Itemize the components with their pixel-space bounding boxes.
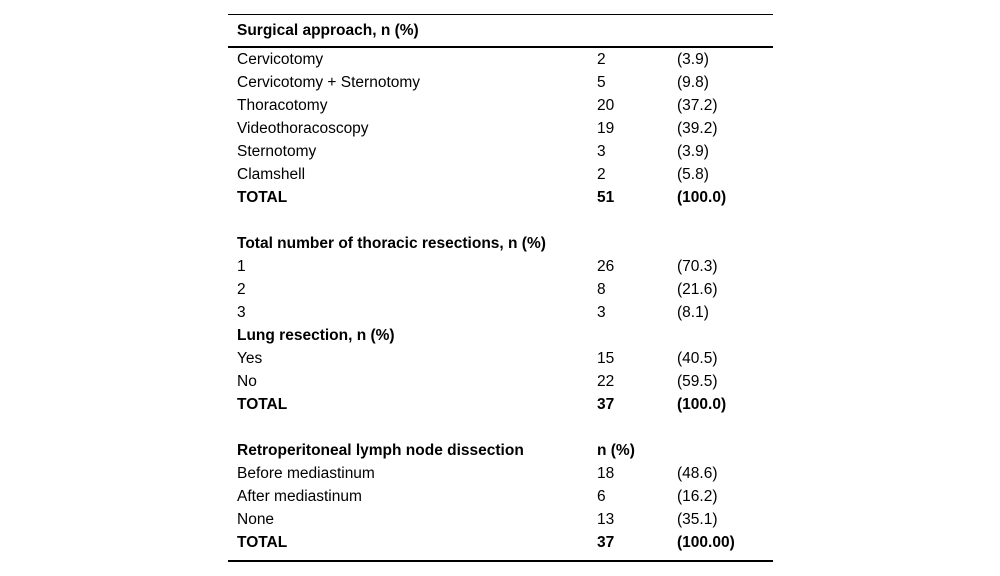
row-label: After mediastinum <box>237 488 362 505</box>
table-row: Videothoracoscopy 19 (39.2) <box>228 117 773 140</box>
table-row: None 13 (35.1) <box>228 508 773 531</box>
row-label: Cervicotomy + Sternotomy <box>237 74 421 91</box>
row-percent: (37.2) <box>677 97 718 114</box>
row-percent: (70.3) <box>677 258 718 275</box>
row-label: TOTAL <box>237 189 288 206</box>
row-count: 37 <box>597 534 615 551</box>
table-title: Surgical approach, n (%) <box>237 21 419 39</box>
row-label: Cervicotomy <box>237 51 324 68</box>
row-label: TOTAL <box>237 534 288 551</box>
table-header-rule <box>228 46 773 48</box>
table-row: No 22 (59.5) <box>228 370 773 393</box>
row-label: Sternotomy <box>237 143 317 160</box>
row-percent: (8.1) <box>677 304 709 321</box>
row-percent: (40.5) <box>677 350 718 367</box>
table-bottom-rule <box>228 560 773 562</box>
row-label: Lung resection, n (%) <box>237 327 395 344</box>
table-body: Cervicotomy 2 (3.9) Cervicotomy + Sternotom… <box>228 48 773 560</box>
row-label: Total number of thoracic resections, n (… <box>237 235 546 252</box>
section-header-row: Lung resection, n (%) <box>228 324 773 347</box>
row-count: 2 <box>597 51 606 68</box>
row-label: Before mediastinum <box>237 465 375 482</box>
row-count: 22 <box>597 373 615 390</box>
row-count: 2 <box>597 166 606 183</box>
section-header-row: Retroperitoneal lymph node dissection n (… <box>228 439 773 462</box>
total-row: TOTAL 37 (100.00) <box>228 531 773 554</box>
row-count: n (%) <box>597 442 635 459</box>
table-top-rule <box>228 14 773 15</box>
total-row: TOTAL 37 (100.0) <box>228 393 773 416</box>
row-count: 37 <box>597 396 615 413</box>
row-count: 15 <box>597 350 615 367</box>
table-row: 1 26 (70.3) <box>228 255 773 278</box>
table-row: Thoracotomy 20 (37.2) <box>228 94 773 117</box>
row-count: 5 <box>597 74 606 91</box>
table-row: Yes 15 (40.5) <box>228 347 773 370</box>
row-count: 3 <box>597 304 606 321</box>
total-row: TOTAL 51 (100.0) <box>228 186 773 209</box>
row-percent: (35.1) <box>677 511 718 528</box>
row-label: 3 <box>237 304 246 321</box>
table-row: 3 3 (8.1) <box>228 301 773 324</box>
row-label: None <box>237 511 275 528</box>
row-percent: (100.0) <box>677 396 727 413</box>
row-percent: (100.0) <box>677 189 727 206</box>
table-row: Cervicotomy + Sternotomy 5 (9.8) <box>228 71 773 94</box>
table-row: Clamshell 2 (5.8) <box>228 163 773 186</box>
row-count: 19 <box>597 120 615 137</box>
spacer-row <box>228 209 773 232</box>
table-row: Before mediastinum 18 (48.6) <box>228 462 773 485</box>
row-percent: (39.2) <box>677 120 718 137</box>
row-count: 3 <box>597 143 606 160</box>
row-label: Yes <box>237 350 263 367</box>
row-percent: (5.8) <box>677 166 709 183</box>
row-label: Thoracotomy <box>237 97 328 114</box>
table-header-row: Surgical approach, n (%) <box>228 15 773 46</box>
row-label: TOTAL <box>237 396 288 413</box>
row-count: 26 <box>597 258 615 275</box>
table-row: 2 8 (21.6) <box>228 278 773 301</box>
row-percent: (48.6) <box>677 465 718 482</box>
data-table: Surgical approach, n (%) Cervicotomy 2 (3.… <box>228 14 773 562</box>
table-row: Cervicotomy 2 (3.9) <box>228 48 773 71</box>
row-percent: (21.6) <box>677 281 718 298</box>
spacer-row <box>228 416 773 439</box>
row-label: 2 <box>237 281 246 298</box>
row-percent: (3.9) <box>677 143 709 160</box>
row-percent: (9.8) <box>677 74 709 91</box>
row-count: 8 <box>597 281 606 298</box>
row-count: 6 <box>597 488 606 505</box>
row-label: Videothoracoscopy <box>237 120 369 137</box>
row-percent: (59.5) <box>677 373 718 390</box>
row-label: No <box>237 373 257 390</box>
section-header-row: Total number of thoracic resections, n (… <box>228 232 773 255</box>
row-label: 1 <box>237 258 246 275</box>
row-percent: (16.2) <box>677 488 718 505</box>
table-row: After mediastinum 6 (16.2) <box>228 485 773 508</box>
row-count: 51 <box>597 189 615 206</box>
row-count: 18 <box>597 465 615 482</box>
row-label: Clamshell <box>237 166 306 183</box>
row-label: Retroperitoneal lymph node dissection <box>237 442 524 459</box>
row-percent: (3.9) <box>677 51 709 68</box>
row-count: 20 <box>597 97 615 114</box>
row-percent: (100.00) <box>677 534 735 551</box>
row-count: 13 <box>597 511 615 528</box>
table-row: Sternotomy 3 (3.9) <box>228 140 773 163</box>
